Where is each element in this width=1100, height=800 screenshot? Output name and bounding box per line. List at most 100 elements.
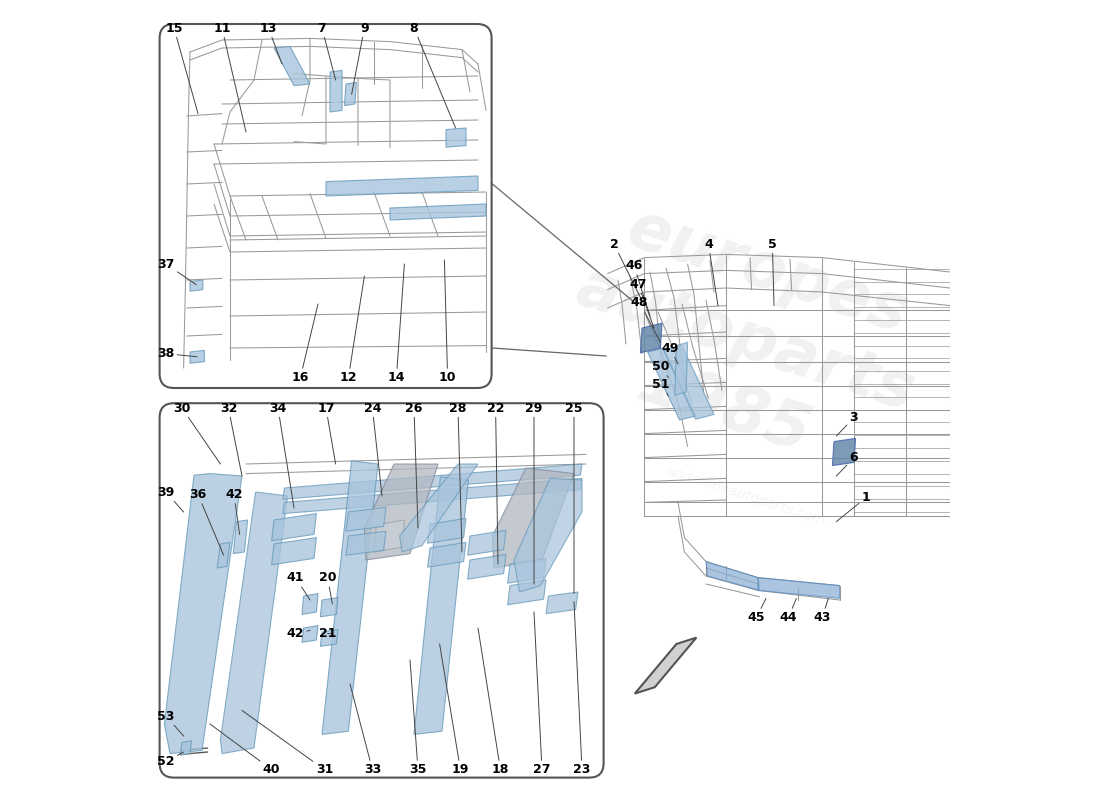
Text: 41: 41: [287, 571, 310, 600]
Text: 29: 29: [526, 402, 542, 584]
Polygon shape: [190, 280, 202, 291]
Polygon shape: [493, 468, 574, 568]
Text: 32: 32: [220, 402, 242, 476]
Text: 3: 3: [836, 411, 858, 436]
Polygon shape: [272, 538, 317, 565]
Text: 8: 8: [409, 22, 455, 128]
Polygon shape: [428, 518, 466, 543]
Polygon shape: [180, 741, 191, 755]
Text: 33: 33: [350, 684, 381, 776]
Polygon shape: [507, 580, 546, 605]
Text: 15: 15: [165, 22, 198, 114]
Text: 43: 43: [813, 598, 830, 624]
Polygon shape: [833, 438, 856, 466]
Text: 11: 11: [213, 22, 246, 132]
Polygon shape: [344, 82, 356, 106]
Text: 42: 42: [226, 488, 243, 534]
Text: 16: 16: [292, 304, 318, 384]
Text: 42: 42: [287, 627, 310, 640]
Text: 34: 34: [270, 402, 294, 508]
Text: 50: 50: [651, 360, 669, 378]
Text: 4: 4: [704, 238, 718, 306]
Text: 6: 6: [836, 451, 858, 476]
Text: 12: 12: [340, 276, 364, 384]
Polygon shape: [302, 626, 318, 642]
Polygon shape: [446, 128, 466, 147]
Polygon shape: [635, 638, 696, 694]
Text: 47: 47: [629, 278, 654, 328]
Polygon shape: [220, 492, 287, 754]
Text: 38: 38: [157, 347, 197, 360]
Polygon shape: [190, 350, 205, 363]
Text: 36: 36: [189, 488, 223, 555]
Polygon shape: [758, 578, 839, 598]
Polygon shape: [346, 531, 386, 555]
Polygon shape: [320, 630, 338, 646]
Polygon shape: [346, 507, 386, 531]
Polygon shape: [399, 464, 478, 552]
Polygon shape: [414, 477, 469, 734]
Text: 14: 14: [387, 264, 405, 384]
Polygon shape: [663, 346, 714, 419]
Text: 46: 46: [625, 259, 650, 316]
Text: 48: 48: [631, 296, 660, 342]
Text: 1: 1: [836, 491, 870, 522]
Text: 17: 17: [317, 402, 336, 464]
Text: 22: 22: [487, 402, 504, 564]
Polygon shape: [217, 542, 230, 568]
Polygon shape: [546, 592, 578, 614]
Text: 19: 19: [440, 644, 469, 776]
Polygon shape: [330, 70, 342, 112]
Text: 5: 5: [768, 238, 777, 306]
Text: 20: 20: [319, 571, 337, 604]
Text: 39: 39: [157, 486, 184, 512]
Polygon shape: [364, 464, 438, 560]
Polygon shape: [302, 594, 318, 614]
Polygon shape: [283, 478, 582, 514]
Text: underlineautoparts.com: underlineautoparts.com: [664, 464, 827, 528]
Text: 26: 26: [405, 402, 422, 528]
Polygon shape: [468, 554, 506, 579]
Polygon shape: [468, 530, 506, 555]
Text: 13: 13: [260, 22, 282, 64]
Polygon shape: [507, 558, 546, 583]
Text: 24: 24: [364, 402, 382, 496]
Text: 30: 30: [174, 402, 220, 464]
Polygon shape: [326, 176, 478, 196]
Text: 2: 2: [609, 238, 645, 306]
Text: 27: 27: [534, 612, 551, 776]
Text: 53: 53: [157, 710, 184, 736]
Polygon shape: [640, 323, 662, 353]
Polygon shape: [674, 342, 688, 395]
Polygon shape: [233, 520, 248, 554]
Text: 45: 45: [748, 598, 766, 624]
Text: 10: 10: [439, 260, 456, 384]
Polygon shape: [514, 478, 582, 592]
Text: 7: 7: [318, 22, 336, 80]
Polygon shape: [274, 46, 310, 86]
Polygon shape: [390, 204, 486, 220]
Text: 23: 23: [573, 602, 591, 776]
Text: 9: 9: [352, 22, 368, 94]
Text: europes
autoparts
1985: europes autoparts 1985: [547, 188, 945, 492]
Text: 49: 49: [661, 342, 679, 364]
Polygon shape: [322, 461, 378, 734]
Polygon shape: [272, 514, 317, 541]
Polygon shape: [648, 348, 695, 420]
Text: 28: 28: [449, 402, 466, 552]
Polygon shape: [164, 474, 242, 754]
Text: 21: 21: [319, 627, 337, 640]
Text: 37: 37: [157, 258, 197, 285]
Text: 31: 31: [242, 710, 333, 776]
Polygon shape: [374, 520, 405, 552]
Polygon shape: [283, 464, 582, 499]
Polygon shape: [428, 542, 466, 567]
Text: 18: 18: [478, 628, 509, 776]
Polygon shape: [320, 598, 338, 617]
Text: 40: 40: [210, 724, 280, 776]
Text: 25: 25: [565, 402, 583, 594]
Text: 52: 52: [157, 752, 184, 768]
Text: 51: 51: [651, 378, 669, 396]
Text: 35: 35: [409, 660, 427, 776]
Text: 44: 44: [780, 598, 798, 624]
